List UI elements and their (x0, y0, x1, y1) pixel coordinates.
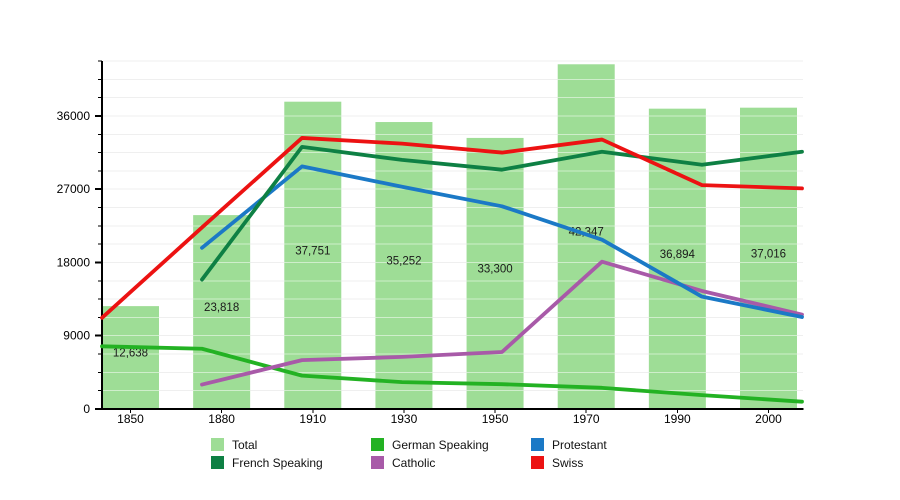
series-line-catholic (200, 259, 804, 387)
bar-1850 (102, 306, 159, 409)
axes (95, 60, 804, 413)
legend-label-protestant: Protestant (552, 437, 607, 452)
chart-legend: Total French Speaking German Speaking Catho… (211, 436, 691, 471)
y-tick-label-9000: 9000 (63, 329, 90, 343)
bar-label-2000: 37,016 (751, 248, 786, 260)
bar-label-1930: 35,252 (386, 256, 421, 268)
legend-swatch-swiss (531, 456, 544, 469)
series-line-french-speaking (200, 144, 804, 282)
x-tick-label-1950: 1950 (482, 412, 509, 426)
y-tick-label-18000: 18000 (57, 255, 91, 269)
x-tick-label-1990: 1990 (664, 412, 691, 426)
legend-item-protestant: Protestant (531, 436, 691, 453)
bar-label-1850: 12,638 (113, 348, 148, 360)
legend-swatch-protestant (531, 438, 544, 451)
legend-item-swiss: Swiss (531, 454, 691, 471)
bar-label-1990: 36,894 (660, 249, 696, 261)
x-tick-label-1970: 1970 (573, 412, 600, 426)
x-tick-label-1850: 1850 (117, 412, 144, 426)
bar-label-1910: 37,751 (295, 245, 330, 257)
gridline-overlay (103, 60, 803, 392)
legend-item-catholic: Catholic (371, 454, 531, 471)
y-tick-label-36000: 36000 (57, 109, 91, 123)
legend-label-french-speaking: French Speaking (232, 455, 323, 470)
legend-label-german-speaking: German Speaking (392, 437, 489, 452)
legend-swatch-french-speaking (211, 456, 224, 469)
bar-label-1950: 33,300 (477, 263, 512, 275)
legend-item-french-speaking: French Speaking (211, 454, 371, 471)
legend-swatch-german-speaking (371, 438, 384, 451)
legend-swatch-total (211, 438, 224, 451)
bar-value-labels: 12,63823,81837,75135,25233,30042,34736,8… (113, 227, 786, 360)
legend-item-german-speaking: German Speaking (371, 436, 531, 453)
legend-label-catholic: Catholic (392, 455, 436, 470)
line-series (100, 136, 804, 404)
bar-1930 (375, 122, 433, 410)
x-tick-label-1930: 1930 (391, 412, 418, 426)
series-line-swiss (100, 136, 804, 320)
legend-label-total: Total (232, 437, 258, 452)
series-line-protestant (200, 164, 804, 319)
bar-1970 (557, 64, 615, 409)
bar-label-1880: 23,818 (204, 302, 239, 314)
y-tick-label-27000: 27000 (57, 182, 91, 196)
x-tick-label-2000: 2000 (755, 412, 782, 426)
legend-label-swiss: Swiss (552, 455, 584, 470)
tick-labels: 0 9000 18000 27000 36000 1850 1880 1910 1930 1950… (57, 109, 783, 426)
bar-1950 (466, 137, 524, 409)
y-tick-label-0: 0 (83, 402, 90, 416)
legend-item-total: Total (211, 436, 371, 453)
x-tick-label-1880: 1880 (208, 412, 235, 426)
series-line-german-speaking (100, 344, 804, 404)
legend-swatch-catholic (371, 456, 384, 469)
x-tick-label-1910: 1910 (299, 412, 326, 426)
